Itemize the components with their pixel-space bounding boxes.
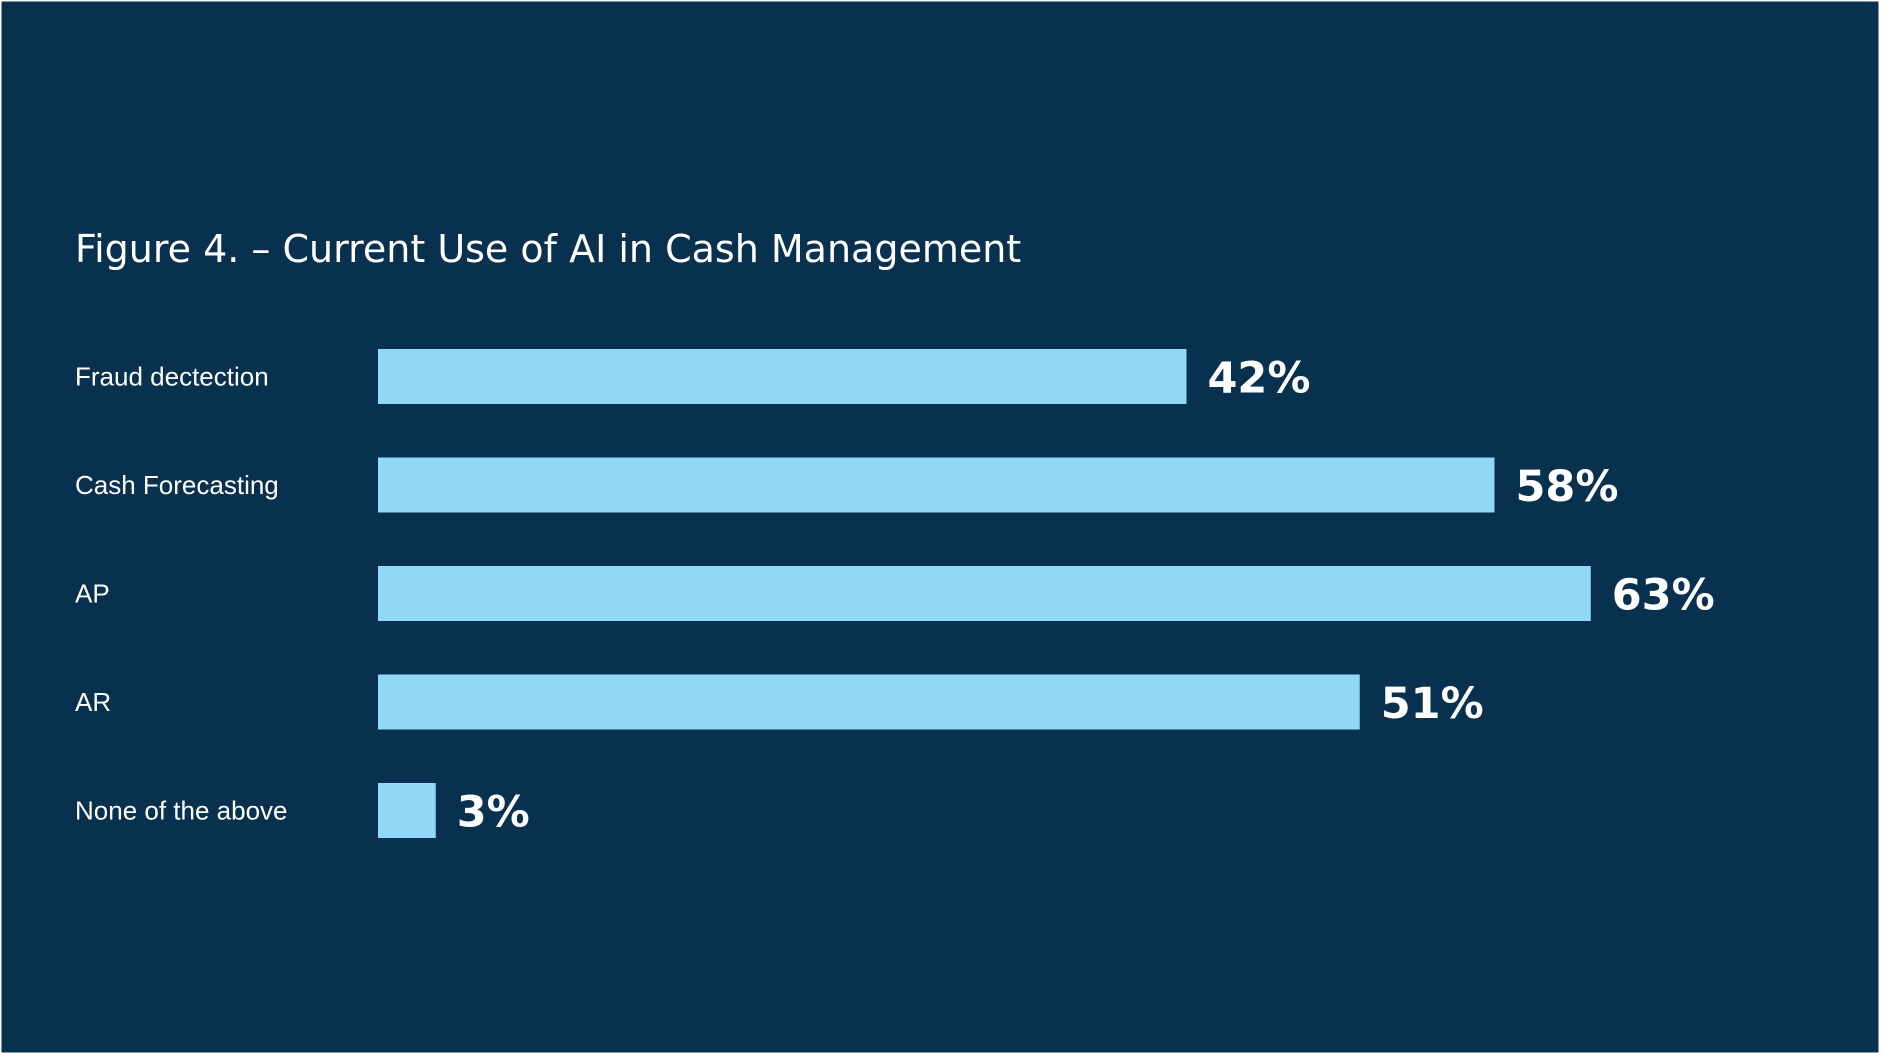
bar-ap	[378, 566, 1591, 621]
bar-fraud-dectection	[378, 349, 1187, 404]
category-label-fraud-dectection: Fraud dectection	[75, 362, 269, 392]
bars-group: Fraud dectection 42% Cash Forecasting 58% AP…	[75, 349, 1715, 838]
value-label-ar: 51%	[1381, 679, 1484, 729]
value-label-fraud-dectection: 42%	[1208, 354, 1311, 404]
value-label-cash-forecasting: 58%	[1516, 462, 1619, 512]
category-label-ar: AR	[75, 687, 111, 717]
value-label-ap: 63%	[1612, 571, 1715, 621]
bar-cash-forecasting	[378, 457, 1495, 513]
bar-ar	[378, 674, 1360, 730]
category-label-ap: AP	[75, 579, 110, 609]
value-label-none-of-the-above: 3%	[457, 788, 530, 838]
category-label-none-of-the-above: None of the above	[75, 796, 288, 826]
category-label-cash-forecasting: Cash Forecasting	[75, 470, 279, 500]
chart-title: Figure 4. – Current Use of AI in Cash Ma…	[75, 227, 1021, 271]
bar-none-of-the-above	[378, 783, 436, 838]
